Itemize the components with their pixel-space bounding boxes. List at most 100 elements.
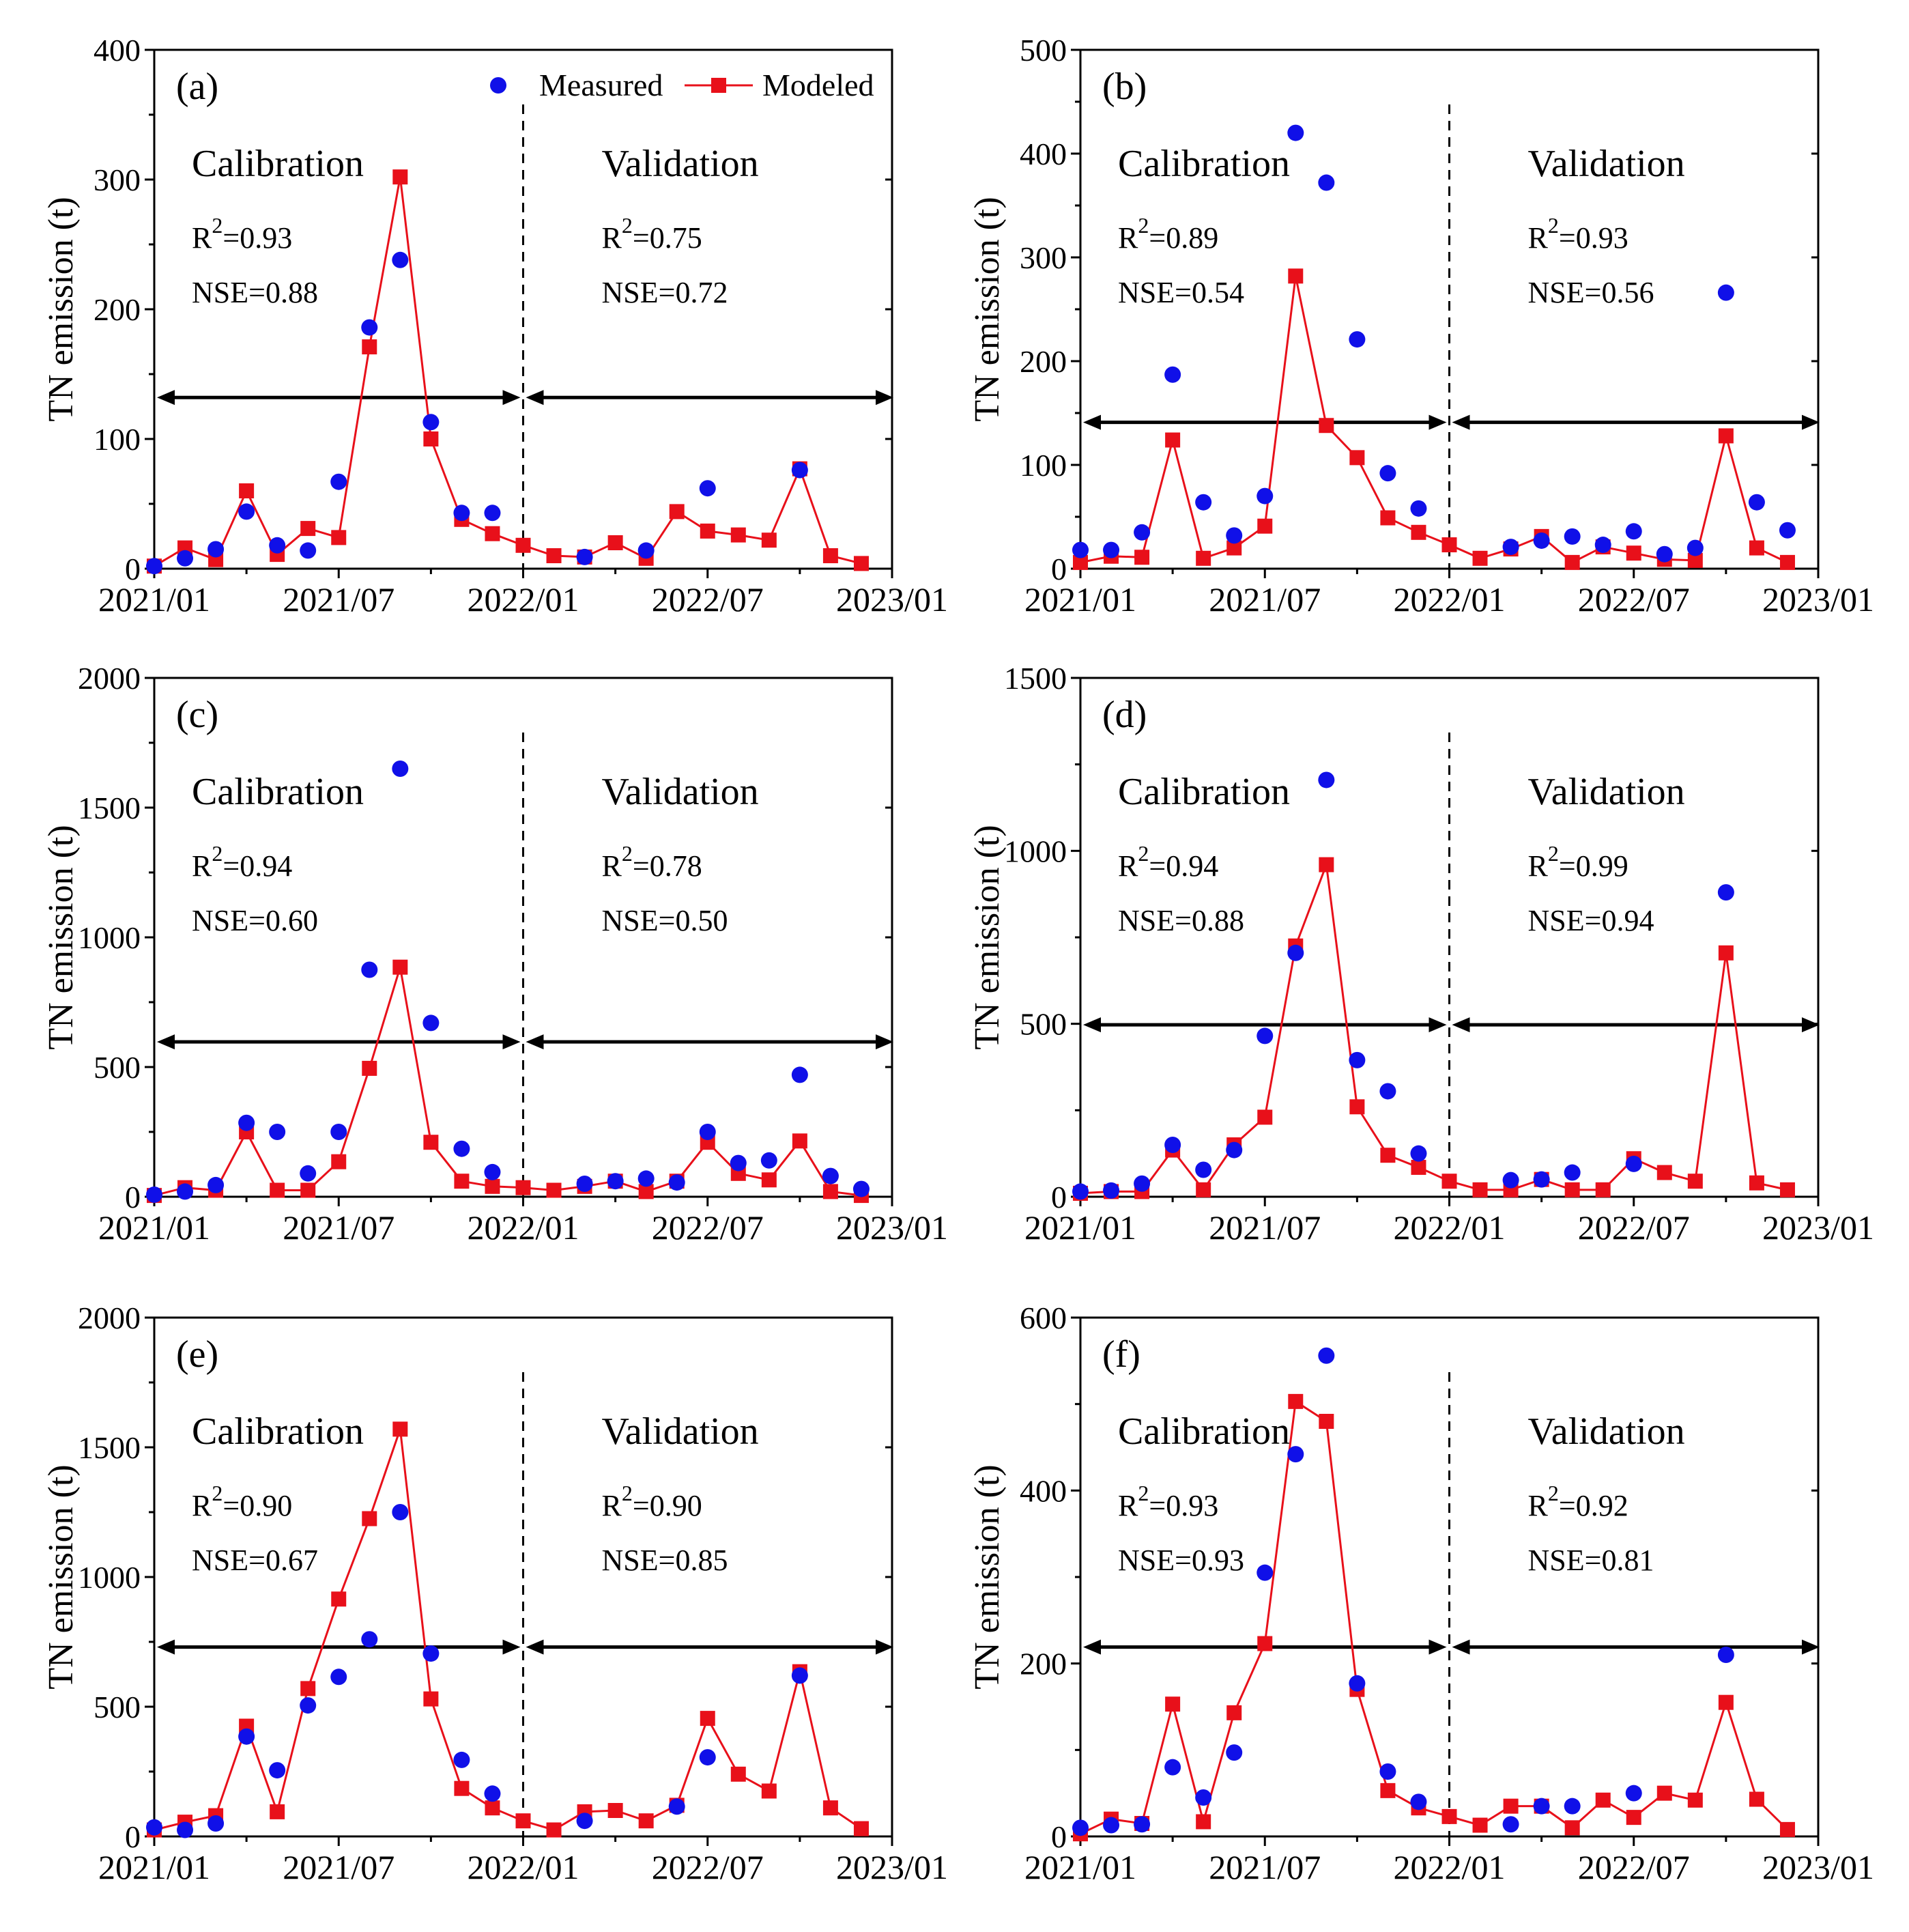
measured-point xyxy=(207,1815,225,1832)
r2-symbol: R xyxy=(602,1489,622,1522)
r2-value-prefix: = xyxy=(633,849,650,883)
modeled-point xyxy=(730,527,746,543)
modeled-point xyxy=(1564,1182,1580,1197)
validation-arrow-head-left xyxy=(1452,414,1470,430)
x-tick-label: 2021/01 xyxy=(1024,1848,1136,1886)
modeled-point xyxy=(730,1766,746,1782)
r2-superscript: 2 xyxy=(1138,1481,1149,1505)
y-axis-label: TN emission (t) xyxy=(968,197,1007,421)
measured-point xyxy=(1318,174,1335,191)
panel-d: 0 500 1000 1500 2021/01 2021/07 2022/01 2022/07… xyxy=(968,661,1874,1247)
r2-value: 0.78 xyxy=(650,849,702,883)
r2-value: 0.93 xyxy=(240,221,292,255)
measured-point xyxy=(1134,1816,1151,1833)
y-axis-label: TN emission (t) xyxy=(42,1464,81,1689)
measured-point xyxy=(1686,539,1704,556)
modeled-point xyxy=(1687,1174,1703,1189)
modeled-point xyxy=(700,523,715,539)
validation-label: Validation xyxy=(602,1410,759,1453)
r2-superscript: 2 xyxy=(1548,213,1559,238)
calibration-label: Calibration xyxy=(192,771,364,813)
modeled-point xyxy=(1226,1705,1242,1720)
measured-point xyxy=(1349,331,1366,348)
measured-point xyxy=(1164,366,1181,383)
modeled-point xyxy=(638,1813,654,1829)
validation-arrow-head-right xyxy=(876,1034,893,1050)
measured-point xyxy=(1318,771,1335,789)
x-tick-label: 2022/01 xyxy=(1394,1208,1506,1247)
measured-point xyxy=(300,542,317,559)
modeled-point xyxy=(1472,1182,1488,1197)
measured-point xyxy=(207,541,225,558)
measured-point xyxy=(1164,1759,1181,1776)
x-tick-label: 2022/01 xyxy=(1394,1848,1506,1886)
modeled-point xyxy=(761,532,777,548)
measured-point xyxy=(300,1697,317,1714)
y-tick-label: 500 xyxy=(94,1690,141,1724)
measured-point xyxy=(361,961,378,978)
y-tick-label: 1000 xyxy=(1004,834,1067,868)
calibration-arrow-head-left xyxy=(1083,1639,1101,1655)
modeled-point xyxy=(1441,537,1457,553)
r2-symbol: R xyxy=(602,221,622,255)
measured-point xyxy=(484,1163,501,1180)
calibration-nse: NSE=0.88 xyxy=(192,276,318,309)
validation-label: Validation xyxy=(1528,143,1685,185)
x-tick-label: 2023/01 xyxy=(836,1848,948,1886)
measured-point xyxy=(699,1749,716,1766)
measured-point xyxy=(1287,1446,1304,1463)
modeled-point xyxy=(1749,540,1764,556)
x-tick-label: 2023/01 xyxy=(836,580,948,619)
r2-symbol: R xyxy=(602,849,622,883)
modeled-point xyxy=(300,1681,316,1696)
panel-label: (a) xyxy=(176,66,218,108)
modeled-point xyxy=(853,556,869,571)
r2-value: 0.92 xyxy=(1576,1489,1628,1522)
r2-value-prefix: = xyxy=(1149,1489,1166,1522)
measured-point xyxy=(1502,1816,1519,1833)
r2-superscript: 2 xyxy=(622,213,633,238)
measured-point xyxy=(422,414,440,431)
modeled-point xyxy=(1749,1791,1764,1807)
y-tick-label: 400 xyxy=(1020,137,1067,171)
validation-nse: NSE=0.94 xyxy=(1528,904,1654,937)
r2-superscript: 2 xyxy=(1138,213,1149,238)
measured-point xyxy=(1379,1083,1396,1100)
modeled-point xyxy=(423,431,439,446)
measured-point xyxy=(1564,1798,1581,1815)
r2-value-prefix: = xyxy=(1149,221,1166,255)
measured-point xyxy=(238,503,255,520)
modeled-point xyxy=(1196,1182,1211,1197)
modeled-point xyxy=(1595,1182,1611,1197)
measured-point xyxy=(760,1152,777,1169)
validation-arrow-head-right xyxy=(1802,1017,1820,1033)
measured-point xyxy=(484,1785,501,1802)
y-tick-label: 0 xyxy=(1051,552,1067,586)
measured-point xyxy=(1533,1171,1550,1188)
modeled-point xyxy=(1564,1820,1580,1836)
measured-point xyxy=(1594,537,1611,554)
measured-point xyxy=(361,319,378,336)
calibration-r2: R2=0.93 xyxy=(192,213,292,255)
measured-point xyxy=(1072,1183,1089,1200)
validation-arrow-head-left xyxy=(1452,1017,1470,1033)
measured-point xyxy=(269,1762,286,1779)
measured-point xyxy=(637,1170,655,1187)
calibration-arrow-head-right xyxy=(1429,1639,1447,1655)
measured-point xyxy=(300,1165,317,1182)
validation-label: Validation xyxy=(1528,1410,1685,1453)
panel-b: 0 100 200 300 400 500 2021/01 2021/07 2022/01 202… xyxy=(968,33,1874,619)
validation-arrow-head-left xyxy=(1452,1639,1470,1655)
x-tick-label: 2022/07 xyxy=(1578,580,1690,619)
measured-point xyxy=(1103,1182,1120,1199)
y-tick-label: 1000 xyxy=(78,1560,141,1595)
r2-superscript: 2 xyxy=(622,841,633,866)
calibration-label: Calibration xyxy=(1118,771,1290,813)
modeled-point xyxy=(1257,1109,1273,1125)
panel-e: 0 500 1000 1500 2000 2021/01 2021/07 2022/01 202… xyxy=(42,1301,948,1886)
panel-c: 0 500 1000 1500 2000 2021/01 2021/07 2022/01 202… xyxy=(42,661,948,1247)
x-tick-label: 2021/01 xyxy=(98,1848,210,1886)
measured-point xyxy=(453,505,470,522)
measured-point xyxy=(1533,532,1550,549)
